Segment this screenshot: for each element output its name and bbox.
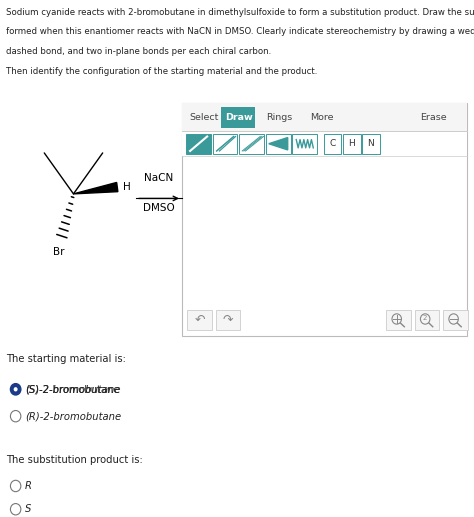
Circle shape [10, 480, 21, 492]
Text: Sodium cyanide reacts with 2-bromobutane in dimethylsulfoxide to form a substitu: Sodium cyanide reacts with 2-bromobutane… [6, 8, 474, 17]
Text: 2: 2 [423, 315, 428, 322]
Text: Br: Br [53, 247, 64, 256]
Bar [386, 310, 411, 330]
Bar [182, 103, 467, 131]
Text: H: H [123, 182, 131, 192]
Text: S: S [25, 504, 31, 514]
Text: H: H [348, 139, 355, 148]
Bar [187, 310, 212, 330]
Text: Draw: Draw [226, 113, 253, 122]
Circle shape [14, 387, 18, 391]
Text: dashed bond, and two in-plane bonds per each chiral carbon.: dashed bond, and two in-plane bonds per … [6, 47, 271, 56]
Polygon shape [73, 183, 118, 194]
Bar [182, 103, 467, 336]
Circle shape [10, 384, 21, 395]
Text: N: N [367, 139, 374, 148]
Bar [343, 134, 361, 154]
Bar [443, 310, 468, 330]
Circle shape [10, 504, 21, 515]
Text: R: R [25, 481, 32, 491]
Text: C: C [329, 139, 336, 148]
Bar [266, 134, 291, 154]
Text: (S)‑2‑bromobutane: (S)‑2‑bromobutane [25, 384, 119, 394]
Text: (R)-2-bromobutane: (R)-2-bromobutane [25, 411, 121, 421]
Text: Select: Select [189, 113, 219, 122]
Text: More: More [310, 113, 334, 122]
Text: (S)-2-bromobutane: (S)-2-bromobutane [25, 384, 120, 394]
Bar [186, 134, 211, 154]
Bar [182, 131, 467, 156]
Text: formed when this enantiomer reacts with NaCN in DMSO. Clearly indicate stereoche: formed when this enantiomer reacts with … [6, 27, 474, 36]
Text: Erase: Erase [420, 113, 447, 122]
Bar [239, 134, 264, 154]
Text: NaCN: NaCN [145, 173, 173, 183]
Bar [362, 134, 380, 154]
Text: Then identify the configuration of the starting material and the product.: Then identify the configuration of the s… [6, 67, 317, 75]
Bar [415, 310, 439, 330]
Bar [216, 310, 240, 330]
Bar [324, 134, 341, 154]
Bar [292, 134, 317, 154]
Polygon shape [269, 138, 288, 150]
Bar [221, 107, 255, 128]
Text: ↷: ↷ [223, 313, 233, 327]
Text: DMSO: DMSO [143, 203, 175, 212]
Text: The starting material is:: The starting material is: [6, 354, 126, 364]
Text: ↶: ↶ [194, 313, 205, 327]
Circle shape [10, 410, 21, 422]
Bar [213, 134, 237, 154]
Text: Rings: Rings [266, 113, 293, 122]
Text: The substitution product is:: The substitution product is: [6, 455, 143, 465]
